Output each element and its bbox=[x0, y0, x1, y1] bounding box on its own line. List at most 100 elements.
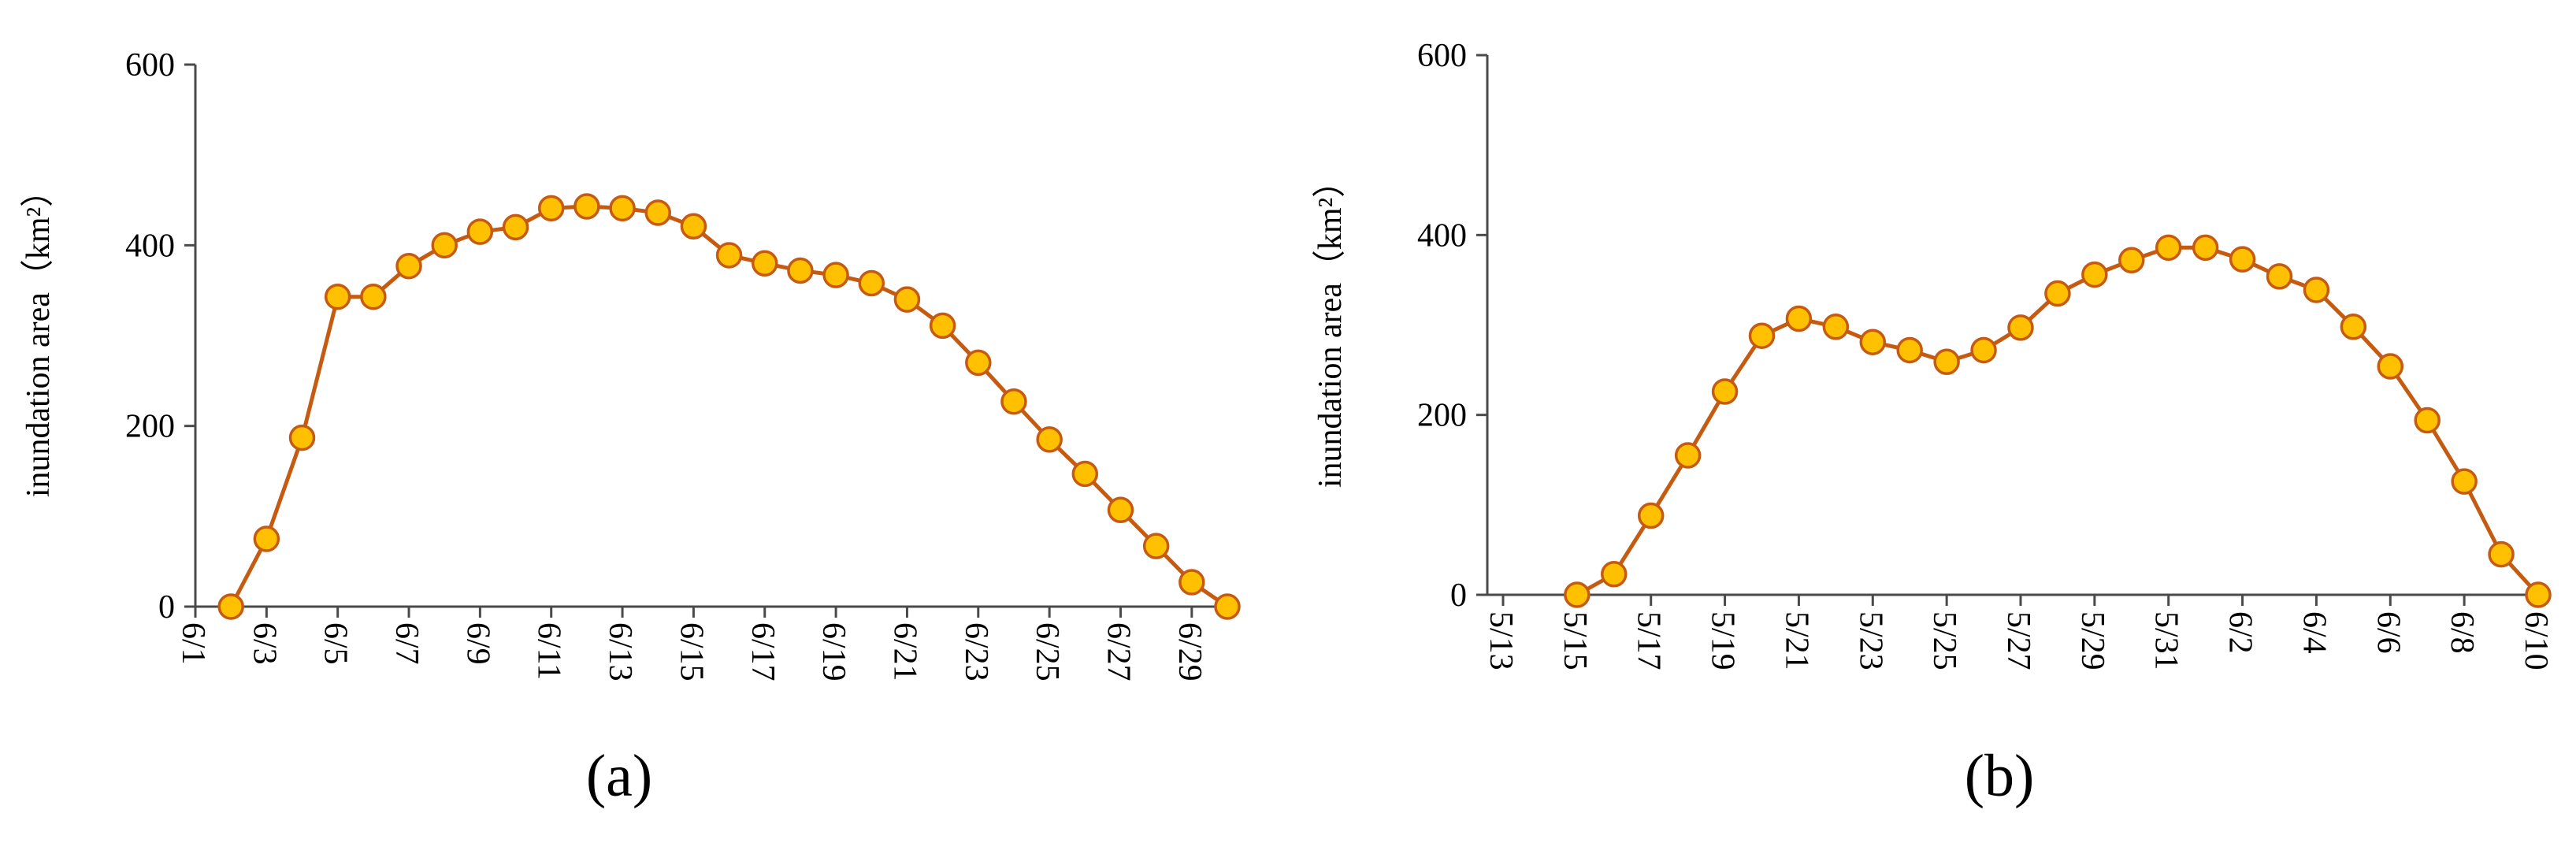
data-point bbox=[1179, 569, 1205, 596]
x-tick-label: 6/7 bbox=[388, 622, 425, 665]
data-point bbox=[1896, 336, 1923, 364]
chart-panel-b: 0 200 400 600 5/13 5/15 5/17 5/19 5/21 5/23 5/25 5/… bbox=[1312, 38, 2554, 809]
data-point bbox=[1000, 388, 1027, 415]
x-tick-label: 6/10 bbox=[2518, 611, 2554, 670]
data-point bbox=[822, 262, 849, 288]
y-axis-title: inundation area（km²） bbox=[20, 174, 57, 497]
x-tick-label: 6/6 bbox=[2370, 611, 2406, 654]
x-tick-label: 6/15 bbox=[673, 622, 709, 681]
x-tick-label: 6/4 bbox=[2296, 611, 2332, 654]
data-point bbox=[2414, 407, 2441, 434]
x-tick-label: 5/23 bbox=[1852, 611, 1888, 670]
chart-panel-a: 0 200 400 600 6/1 6/3 6/5 6/7 6/9 6/11 6/13 6/15 6/1… bbox=[20, 47, 1241, 809]
data-point bbox=[2451, 468, 2478, 495]
y-tick-label: 0 bbox=[1450, 577, 1467, 614]
x-tick-label: 6/11 bbox=[531, 622, 567, 680]
panel-label: (a) bbox=[586, 743, 652, 809]
data-point bbox=[1601, 560, 1628, 588]
x-tick-label: 6/8 bbox=[2444, 611, 2480, 654]
x-tick-label: 5/21 bbox=[1778, 611, 1814, 670]
data-point bbox=[573, 193, 600, 220]
data-point bbox=[609, 195, 636, 222]
data-point bbox=[644, 199, 671, 226]
data-point bbox=[217, 593, 244, 620]
y-axis-title: inundation area（km²） bbox=[1312, 165, 1349, 488]
x-tick-label: 5/31 bbox=[2148, 611, 2184, 670]
data-point bbox=[537, 195, 565, 222]
data-point bbox=[1142, 533, 1170, 559]
data-point bbox=[1933, 348, 1960, 376]
x-tick-label: 6/5 bbox=[317, 622, 354, 665]
data-point bbox=[2303, 277, 2330, 303]
x-tick-label: 6/1 bbox=[175, 622, 211, 665]
x-tick-label: 6/17 bbox=[744, 622, 781, 681]
data-point bbox=[2377, 353, 2404, 380]
y-tick-label: 600 bbox=[1417, 38, 1467, 74]
y-tick-label: 400 bbox=[1417, 217, 1467, 254]
x-tick-label: 6/3 bbox=[246, 622, 282, 665]
data-point bbox=[1785, 305, 1813, 332]
data-point bbox=[2266, 263, 2293, 290]
data-point bbox=[502, 214, 529, 241]
x-tick-label: 5/27 bbox=[2000, 611, 2036, 670]
data-point bbox=[2118, 247, 2145, 274]
x-tick-label: 6/29 bbox=[1171, 622, 1208, 681]
data-point bbox=[752, 250, 778, 277]
y-tick-label: 200 bbox=[125, 409, 175, 445]
data-point bbox=[787, 257, 814, 284]
data-point bbox=[1564, 581, 1591, 608]
data-point bbox=[288, 424, 316, 451]
data-point bbox=[858, 269, 885, 297]
x-tick-label: 5/29 bbox=[2074, 611, 2110, 670]
data-point bbox=[431, 232, 458, 259]
data-point bbox=[1674, 442, 1702, 469]
data-point bbox=[893, 286, 921, 313]
data-point bbox=[1107, 496, 1134, 524]
x-tick-label: 5/17 bbox=[1631, 611, 1667, 670]
data-point bbox=[1748, 322, 1776, 349]
data-point bbox=[1822, 314, 1850, 340]
x-tick-label: 6/23 bbox=[958, 622, 994, 681]
y-tick-label: 0 bbox=[158, 589, 175, 626]
x-tick-label: 6/9 bbox=[459, 622, 496, 665]
data-point bbox=[360, 283, 387, 310]
x-tick-label: 5/15 bbox=[1557, 611, 1593, 670]
data-point bbox=[2229, 246, 2256, 273]
data-point bbox=[1214, 593, 1241, 620]
x-tick-label: 5/13 bbox=[1483, 611, 1519, 670]
y-tick-label: 600 bbox=[125, 47, 175, 84]
x-tick-label: 5/19 bbox=[1705, 611, 1741, 670]
data-point bbox=[1859, 329, 1887, 355]
data-point bbox=[324, 283, 351, 310]
data-point bbox=[395, 252, 422, 280]
data-point bbox=[1711, 378, 1739, 405]
panel-label: (b) bbox=[1965, 743, 2035, 809]
x-tick-label: 6/21 bbox=[886, 622, 922, 681]
x-tick-label: 6/19 bbox=[815, 622, 852, 681]
data-point bbox=[1970, 336, 1997, 364]
data-point bbox=[466, 218, 494, 245]
data-point bbox=[2340, 314, 2367, 340]
data-point bbox=[2007, 314, 2034, 341]
data-point bbox=[715, 242, 743, 269]
y-tick-label: 400 bbox=[125, 228, 175, 264]
data-point bbox=[2155, 234, 2182, 262]
data-point bbox=[2081, 261, 2108, 288]
data-point bbox=[2525, 581, 2552, 608]
y-tick-label: 200 bbox=[1417, 398, 1467, 434]
data-point bbox=[1637, 502, 1665, 529]
data-point bbox=[1071, 460, 1099, 488]
data-point bbox=[1036, 426, 1063, 453]
data-point bbox=[680, 213, 707, 240]
data-point bbox=[965, 349, 992, 377]
x-tick-label: 6/25 bbox=[1029, 622, 1065, 681]
x-tick-label: 5/25 bbox=[1926, 611, 1962, 670]
data-point bbox=[2044, 280, 2071, 307]
data-point bbox=[2488, 540, 2515, 568]
x-tick-label: 6/27 bbox=[1100, 622, 1136, 681]
x-tick-label: 6/2 bbox=[2222, 611, 2259, 654]
data-point bbox=[929, 312, 956, 340]
data-point bbox=[253, 525, 280, 552]
x-tick-label: 6/13 bbox=[602, 622, 638, 681]
